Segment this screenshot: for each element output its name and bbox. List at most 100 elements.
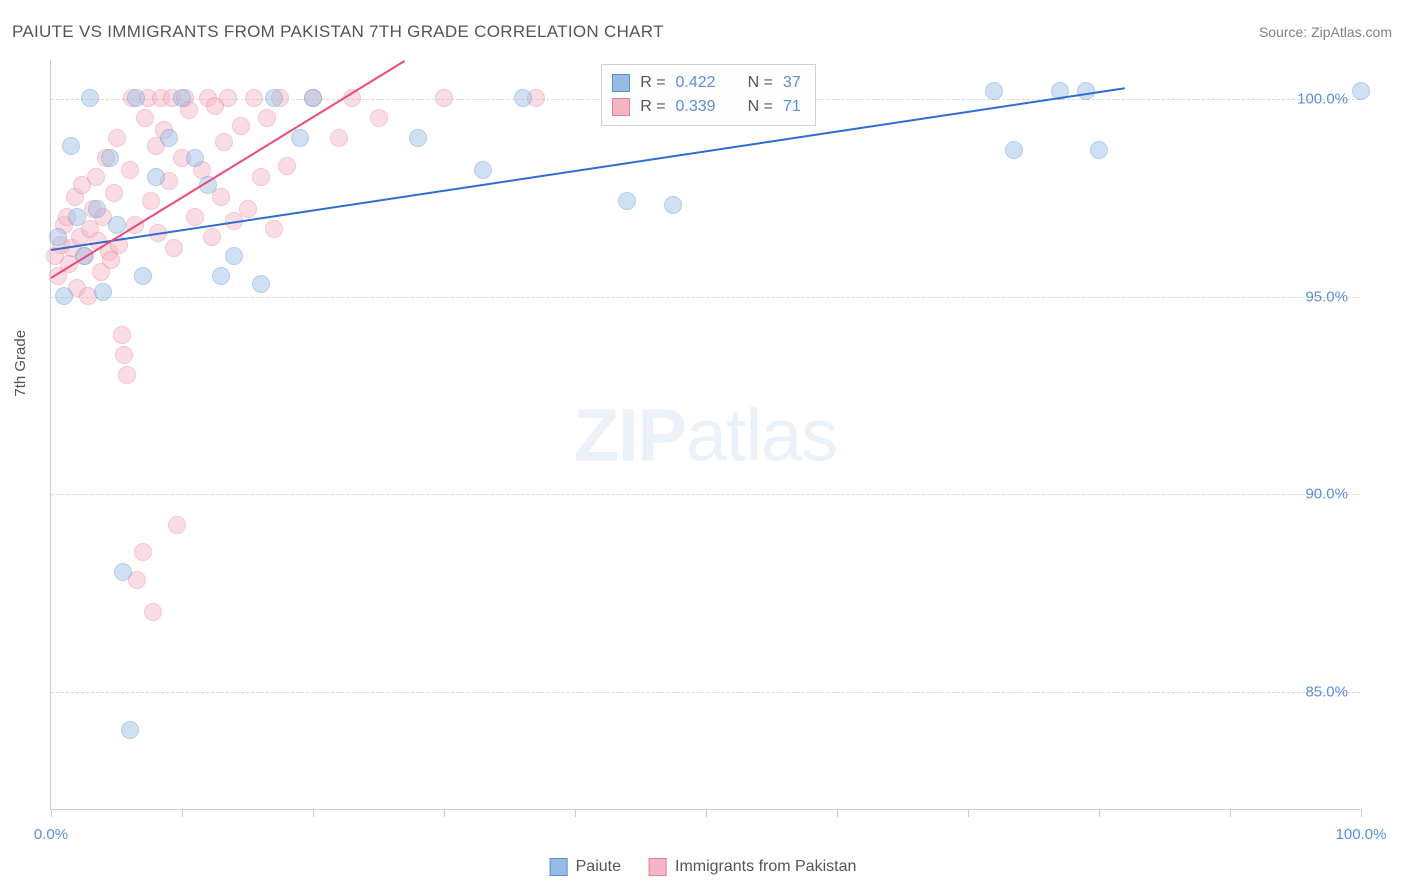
data-point	[144, 603, 162, 621]
x-tick	[968, 809, 969, 817]
data-point	[81, 89, 99, 107]
x-tick	[313, 809, 314, 817]
y-tick-label: 95.0%	[1305, 288, 1348, 305]
data-point	[88, 200, 106, 218]
legend-item-pakistan: Immigrants from Pakistan	[649, 858, 856, 876]
chart-title: PAIUTE VS IMMIGRANTS FROM PAKISTAN 7TH G…	[12, 22, 664, 42]
x-tick	[444, 809, 445, 817]
x-tick	[1099, 809, 1100, 817]
n-value: 71	[783, 95, 801, 119]
data-point	[278, 157, 296, 175]
watermark: ZIPatlas	[574, 392, 837, 477]
stats-legend-row: R = 0.422 N = 37	[612, 71, 801, 95]
legend-item-paiute: Paiute	[550, 858, 621, 876]
n-label: N =	[748, 95, 773, 119]
data-point	[147, 168, 165, 186]
data-point	[304, 89, 322, 107]
data-point	[102, 251, 120, 269]
data-point	[127, 89, 145, 107]
legend-swatch-pakistan	[649, 858, 667, 876]
legend-swatch	[612, 74, 630, 92]
data-point	[215, 133, 233, 151]
data-point	[265, 220, 283, 238]
x-tick	[182, 809, 183, 817]
data-point	[186, 149, 204, 167]
data-point	[134, 543, 152, 561]
data-point	[1005, 141, 1023, 159]
data-point	[62, 137, 80, 155]
data-point	[245, 89, 263, 107]
data-point	[252, 275, 270, 293]
data-point	[985, 82, 1003, 100]
r-label: R =	[640, 95, 665, 119]
bottom-legend: Paiute Immigrants from Pakistan	[550, 858, 857, 876]
n-value: 37	[783, 71, 801, 95]
data-point	[55, 287, 73, 305]
gridline	[51, 297, 1360, 298]
data-point	[618, 192, 636, 210]
data-point	[168, 516, 186, 534]
watermark-bold: ZIP	[574, 393, 686, 476]
data-point	[258, 109, 276, 127]
x-tick	[837, 809, 838, 817]
data-point	[121, 721, 139, 739]
data-point	[115, 346, 133, 364]
n-label: N =	[748, 71, 773, 95]
source-attribution: Source: ZipAtlas.com	[1259, 24, 1392, 40]
legend-label-pakistan: Immigrants from Pakistan	[675, 858, 856, 876]
data-point	[173, 89, 191, 107]
data-point	[101, 149, 119, 167]
data-point	[664, 196, 682, 214]
data-point	[160, 129, 178, 147]
data-point	[435, 89, 453, 107]
data-point	[165, 239, 183, 257]
data-point	[49, 228, 67, 246]
data-point	[68, 208, 86, 226]
legend-swatch-paiute	[550, 858, 568, 876]
data-point	[252, 168, 270, 186]
gridline	[51, 494, 1360, 495]
data-point	[1352, 82, 1370, 100]
data-point	[108, 129, 126, 147]
r-value: 0.422	[676, 71, 716, 95]
x-tick	[51, 809, 52, 817]
plot-area: ZIPatlas 85.0%90.0%95.0%100.0%0.0%100.0%…	[50, 60, 1360, 810]
r-value: 0.339	[676, 95, 716, 119]
data-point	[291, 129, 309, 147]
data-point	[121, 161, 139, 179]
y-tick-label: 100.0%	[1297, 91, 1348, 108]
y-tick-label: 90.0%	[1305, 486, 1348, 503]
data-point	[186, 208, 204, 226]
x-tick	[1361, 809, 1362, 817]
data-point	[134, 267, 152, 285]
data-point	[142, 192, 160, 210]
y-tick-label: 85.0%	[1305, 683, 1348, 700]
x-tick	[1230, 809, 1231, 817]
watermark-light: atlas	[686, 393, 837, 476]
data-point	[265, 89, 283, 107]
data-point	[212, 267, 230, 285]
data-point	[474, 161, 492, 179]
stats-legend-row: R = 0.339 N = 71	[612, 95, 801, 119]
r-label: R =	[640, 71, 665, 95]
data-point	[114, 563, 132, 581]
x-tick-label: 100.0%	[1336, 826, 1387, 843]
data-point	[94, 283, 112, 301]
stats-legend: R = 0.422 N = 37 R = 0.339 N = 71	[601, 64, 816, 126]
data-point	[330, 129, 348, 147]
gridline	[51, 692, 1360, 693]
legend-label-paiute: Paiute	[576, 858, 621, 876]
data-point	[105, 184, 123, 202]
legend-swatch	[612, 98, 630, 116]
data-point	[118, 366, 136, 384]
data-point	[370, 109, 388, 127]
y-axis-title: 7th Grade	[12, 330, 29, 397]
data-point	[239, 200, 257, 218]
data-point	[87, 168, 105, 186]
data-point	[108, 216, 126, 234]
x-tick	[575, 809, 576, 817]
data-point	[232, 117, 250, 135]
data-point	[1077, 82, 1095, 100]
x-tick-label: 0.0%	[34, 826, 68, 843]
data-point	[514, 89, 532, 107]
